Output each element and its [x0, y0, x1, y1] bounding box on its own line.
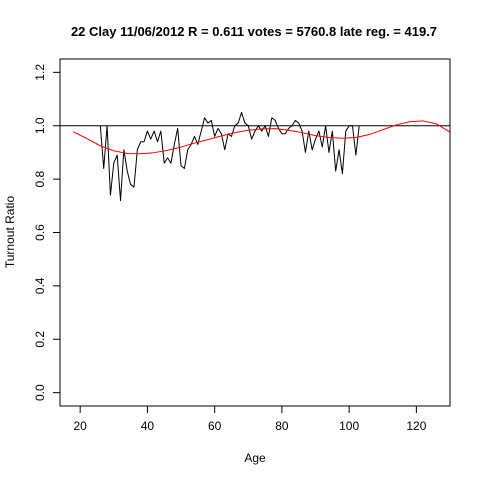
y-tick-label: 0.4	[33, 277, 47, 294]
plot-frame	[59, 58, 451, 407]
y-axis: 0.0 0.2 0.4 0.6 0.8 1.0 1.2	[33, 64, 61, 401]
series-line-2	[73, 120, 450, 155]
y-tick-label: 0.8	[33, 170, 47, 187]
series-group	[73, 111, 450, 201]
x-axis-label: Age	[244, 451, 266, 465]
x-tick-label: 60	[208, 419, 222, 433]
x-tick-label: 120	[406, 419, 426, 433]
chart-title: 22 Clay 11/06/2012 R = 0.611 votes = 576…	[71, 24, 437, 39]
y-tick-label: 1.0	[33, 117, 47, 134]
y-tick-label: 0.2	[33, 331, 47, 348]
y-axis-label: Turnout Ratio	[3, 196, 17, 269]
x-axis: 20 40 60 80 100 120	[73, 405, 427, 433]
y-tick-label: 1.2	[33, 64, 47, 81]
x-tick-label: 100	[339, 419, 359, 433]
series-line-1	[99, 111, 360, 201]
y-tick-label: 0.6	[33, 224, 47, 241]
x-tick-label: 40	[141, 419, 155, 433]
x-tick-label: 20	[73, 419, 87, 433]
y-tick-label: 0.0	[33, 384, 47, 401]
x-tick-label: 80	[275, 419, 289, 433]
